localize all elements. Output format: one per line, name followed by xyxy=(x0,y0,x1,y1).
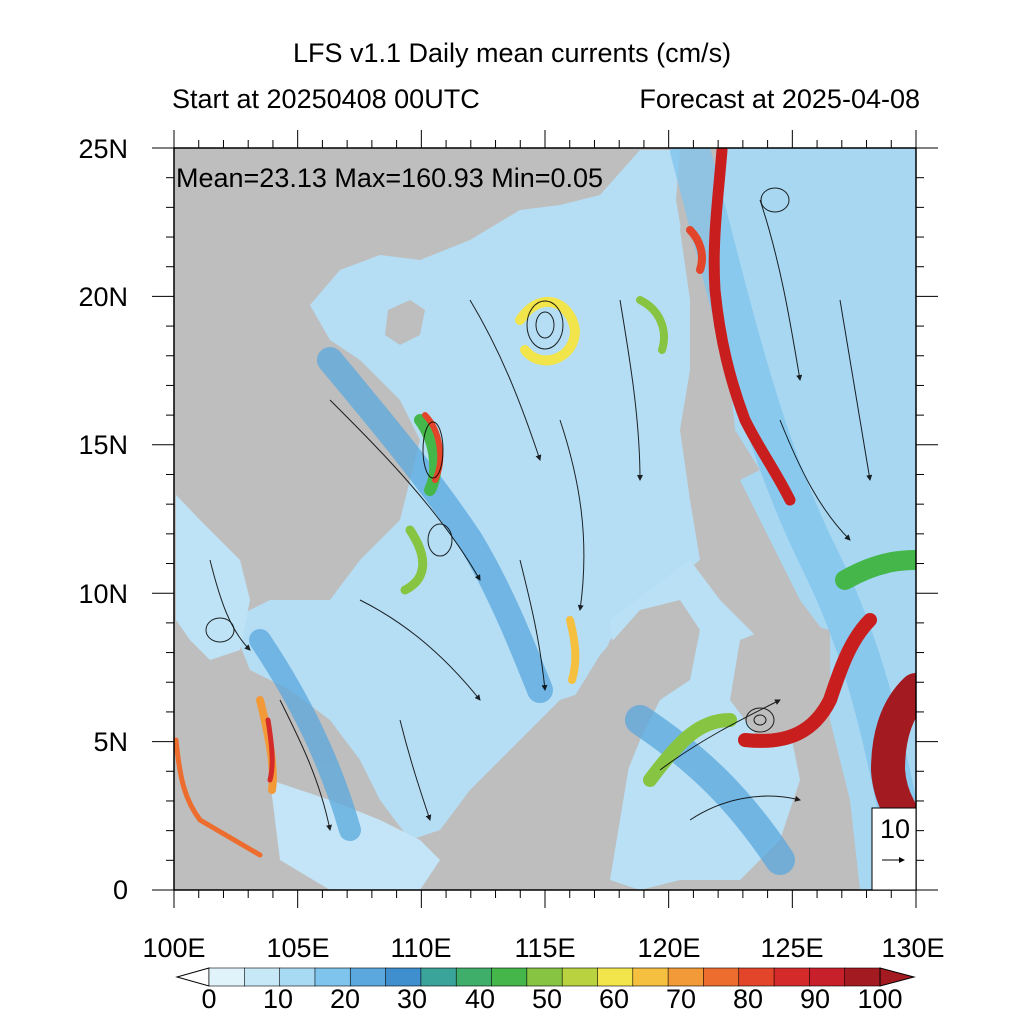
colorbar-swatch xyxy=(632,967,669,987)
colorbar-label: 90 xyxy=(800,984,830,1014)
colorbar-label: 70 xyxy=(666,984,696,1014)
colorbar-label: 60 xyxy=(599,984,629,1014)
x-tick-label: 100E xyxy=(142,933,205,963)
y-tick-label: 25N xyxy=(78,134,128,164)
reference-vector: 10 xyxy=(871,807,917,891)
y-tick-label: 0 xyxy=(113,875,128,905)
colorbar xyxy=(175,967,916,987)
borneo-land xyxy=(440,600,700,890)
forecast-time-label: Forecast at 2025-04-08 xyxy=(639,84,920,114)
colorbar-label: 10 xyxy=(263,984,293,1014)
colorbar-swatch xyxy=(491,967,528,987)
colorbar-overflow xyxy=(879,967,916,987)
colorbar-label: 80 xyxy=(733,984,763,1014)
luzon-land xyxy=(690,300,760,480)
colorbar-label: 50 xyxy=(532,984,562,1014)
colorbar-label: 100 xyxy=(857,984,902,1014)
gulf-of-thailand xyxy=(176,495,250,660)
mindanao-land xyxy=(730,620,830,740)
x-tick-label: 130E xyxy=(881,933,944,963)
mindanao-jet xyxy=(738,613,877,748)
colorbar-label: 0 xyxy=(201,984,216,1014)
x-tick-label: 120E xyxy=(637,933,700,963)
start-time-label: Start at 20250408 00UTC xyxy=(172,84,480,114)
x-tick-label: 105E xyxy=(266,933,329,963)
map-title: LFS v1.1 Daily mean currents (cm/s) xyxy=(292,38,732,68)
reference-vector-value: 10 xyxy=(880,814,910,844)
colorbar-label: 30 xyxy=(397,984,427,1014)
x-tick-label: 125E xyxy=(760,933,823,963)
colorbar-labels: 0 10 20 30 40 50 60 70 80 90 100 xyxy=(201,984,902,1014)
y-tick-label: 20N xyxy=(78,282,128,312)
x-tick-labels: 100E 105E 110E 115E 120E 125E 130E xyxy=(142,933,944,963)
x-tick-label: 110E xyxy=(390,933,451,963)
kuroshio-jet xyxy=(708,148,796,506)
streamlines xyxy=(205,187,873,831)
y-tick-label: 5N xyxy=(93,727,128,757)
y-tick-label: 10N xyxy=(78,579,128,609)
x-tick-label: 115E xyxy=(514,933,575,963)
y-tick-label: 15N xyxy=(78,430,128,460)
colorbar-swatch xyxy=(561,967,599,987)
stats-text: Mean=23.13 Max=160.93 Min=0.05 xyxy=(176,163,603,193)
hainan-island xyxy=(385,300,425,345)
colorbar-label: 20 xyxy=(330,984,360,1014)
south-china-sea xyxy=(230,150,700,840)
y-tick-labels: 0 5N 10N 15N 20N 25N xyxy=(78,134,128,905)
colorbar-label: 40 xyxy=(465,984,495,1014)
